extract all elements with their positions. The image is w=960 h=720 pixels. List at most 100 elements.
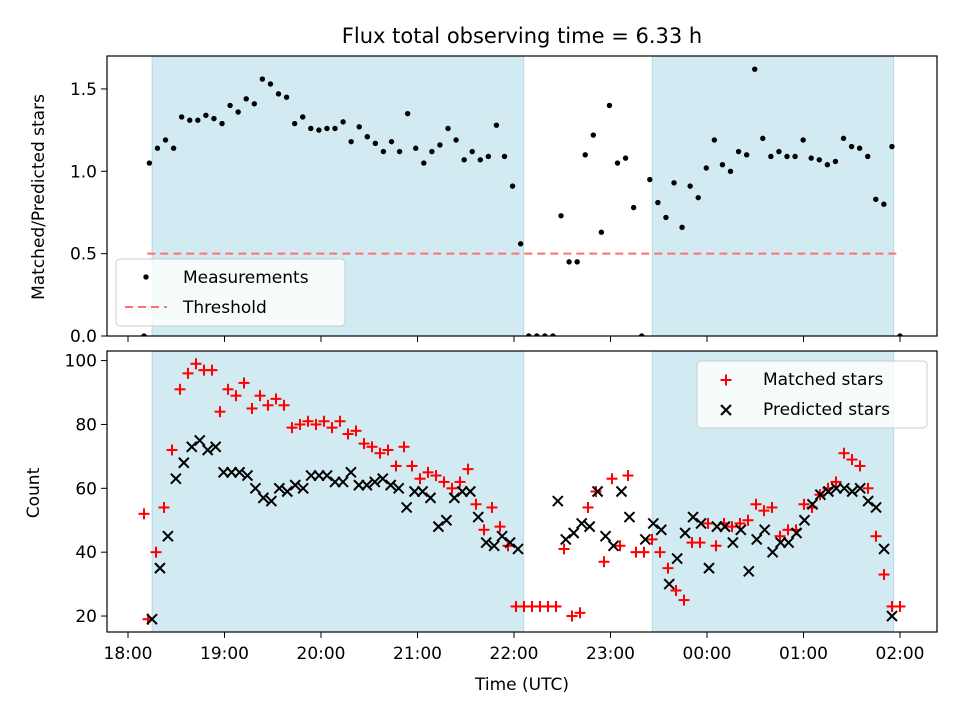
- bottom-y-tick-label: 20: [75, 607, 97, 627]
- matched-star-marker: [614, 540, 626, 552]
- predicted-star-marker: [281, 485, 293, 498]
- matched-star-marker: [342, 428, 354, 440]
- predicted-star-marker: [655, 524, 667, 536]
- predicted-star-marker: [854, 482, 866, 495]
- measurement-point: [396, 148, 403, 155]
- bottom-legend: Matched stars Predicted stars: [696, 360, 928, 429]
- legend-label-measurements: Measurements: [183, 268, 309, 288]
- matched-star-marker: [550, 600, 562, 612]
- matched-star-marker: [582, 501, 594, 513]
- matched-star-marker: [326, 422, 338, 434]
- measurement-point: [800, 137, 806, 143]
- matched-star-marker: [350, 425, 362, 437]
- predicted-star-marker: [345, 466, 357, 479]
- measurement-point: [848, 143, 855, 150]
- predicted-star-marker: [862, 495, 874, 507]
- measurement-point: [630, 204, 637, 211]
- matched-star-marker: [414, 473, 426, 485]
- measurement-point: [348, 138, 354, 145]
- measurement-point: [711, 137, 718, 143]
- measurement-point: [501, 153, 508, 160]
- matched-star-marker: [454, 476, 466, 488]
- measurement-point: [235, 109, 241, 115]
- matched-star-marker: [558, 543, 570, 555]
- matched-star-marker: [742, 514, 754, 526]
- measurement-point: [219, 120, 225, 127]
- measurement-point: [881, 201, 887, 207]
- matched-star-marker: [486, 501, 498, 513]
- matched-star-marker: [430, 470, 442, 482]
- measurement-point: [388, 138, 395, 145]
- predicted-star-marker: [560, 533, 572, 546]
- matched-star-marker: [390, 460, 402, 472]
- measurement-point: [267, 81, 274, 87]
- predicted-star-marker: [639, 533, 652, 546]
- matched-star-marker: [694, 537, 706, 549]
- predicted-star-marker: [615, 485, 628, 498]
- predicted-star-marker: [806, 498, 819, 510]
- measurement-point: [493, 122, 500, 128]
- measurement-point: [743, 152, 750, 158]
- predicted-star-marker: [361, 479, 373, 491]
- measurement-point: [752, 66, 758, 72]
- predicted-star-marker: [480, 536, 492, 549]
- measurement-point: [453, 137, 459, 143]
- top-panel: 0.0 0.5 1.0 1.5 Measurements Threshold: [70, 55, 938, 347]
- matched-star-marker: [438, 476, 450, 488]
- measurement-point: [170, 145, 177, 151]
- predicted-star-marker: [814, 488, 827, 501]
- measurement-point: [251, 101, 258, 107]
- measurement-point: [816, 157, 822, 163]
- matched-star-marker: [462, 463, 474, 475]
- predicted-star-marker: [878, 543, 890, 555]
- predicted-star-marker: [599, 530, 612, 542]
- predicted-star-marker: [337, 476, 349, 488]
- predicted-star-marker: [392, 482, 405, 495]
- measurement-point: [614, 160, 621, 166]
- measurement-point: [283, 94, 290, 100]
- matched-star-marker: [846, 454, 858, 466]
- measurement-point: [622, 155, 629, 161]
- observing-window: [651, 56, 895, 336]
- predicted-star-marker: [766, 546, 779, 558]
- x-tick-label: 01:00: [779, 644, 828, 664]
- matched-star-marker: [238, 377, 250, 389]
- predicted-star-marker: [170, 473, 182, 485]
- measurement-point: [526, 333, 532, 336]
- predicted-star-marker: [695, 517, 707, 530]
- measurement-point: [316, 127, 322, 133]
- measurement-point: [404, 110, 411, 117]
- matched-star-marker: [590, 486, 602, 497]
- measurement-point: [141, 333, 147, 336]
- chart-title: Flux total observing time = 6.33 h: [342, 24, 702, 48]
- matched-star-marker: [366, 441, 378, 453]
- matched-star-marker: [878, 569, 890, 581]
- predicted-star-marker: [679, 527, 691, 539]
- measurement-point: [735, 148, 742, 155]
- bottom-axes-frame: [106, 350, 938, 633]
- predicted-star-marker: [233, 466, 246, 479]
- measurement-point: [429, 148, 435, 155]
- predicted-star-marker: [798, 514, 811, 526]
- predicted-star-marker: [289, 479, 301, 491]
- measurement-point: [146, 160, 153, 166]
- matched-star-marker: [206, 364, 218, 376]
- measurement-point: [243, 96, 249, 102]
- measurement-point: [259, 76, 266, 82]
- bottom-y-axis-label: Count: [24, 467, 44, 518]
- bottom-y-tick-label: 80: [75, 415, 97, 435]
- matched-star-marker: [574, 607, 586, 619]
- matched-star-marker: [190, 358, 202, 370]
- top-y-tick-label: 1.0: [70, 162, 97, 182]
- predicted-star-marker: [504, 536, 516, 549]
- matched-star-marker: [166, 444, 178, 456]
- measurement-point: [808, 155, 814, 161]
- predicted-star-marker: [464, 485, 476, 498]
- predicted-star-marker: [751, 533, 763, 546]
- measurement-point: [832, 158, 839, 165]
- matched-star-marker: [798, 498, 810, 510]
- predicted-star-marker: [249, 482, 262, 495]
- predicted-star-marker: [448, 492, 461, 504]
- measurement-point: [639, 333, 645, 336]
